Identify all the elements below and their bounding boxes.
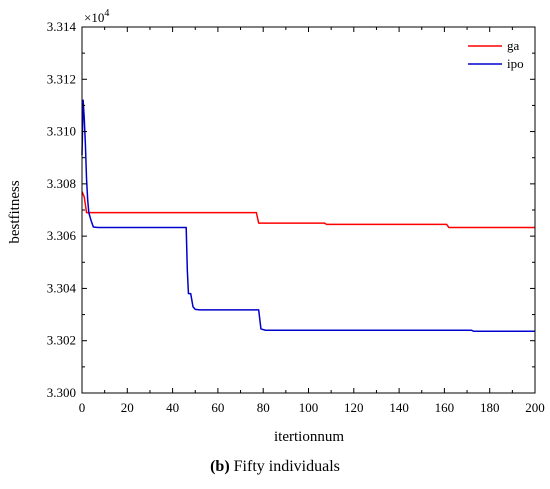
y-tick-label: 3.312: [47, 71, 76, 86]
x-tick-label: 100: [299, 400, 319, 415]
x-tick-label: 80: [257, 400, 270, 415]
series-layer: [81, 99, 535, 333]
legend-label-ipo: ipo: [507, 56, 524, 71]
x-tick-label: 0: [79, 400, 86, 415]
y-tick-label: 3.302: [47, 333, 76, 348]
tick-layer: 0 20 40 60 80 100 120 140 160 180 200 3.300 3.302 3.3…: [47, 19, 545, 415]
figure-caption: (b) Fifty individuals: [210, 458, 340, 475]
x-tick-label: 60: [211, 400, 224, 415]
axes-layer: [81, 26, 536, 394]
x-tick-label: 200: [525, 400, 545, 415]
x-tick-label: 160: [435, 400, 455, 415]
plot-frame: [81, 26, 536, 394]
legend-label-ga: ga: [507, 38, 520, 53]
x-tick-label: 140: [389, 400, 409, 415]
y-tick-label: 3.314: [47, 19, 77, 34]
y-tick-label: 3.304: [47, 280, 77, 295]
x-axis-title: itertionnum: [274, 429, 344, 445]
y-axis-multiplier: ×104: [84, 8, 109, 25]
x-tick-label: 180: [480, 400, 500, 415]
y-axis-title: bestfitness: [7, 180, 23, 243]
series-line-ipo: [81, 99, 535, 333]
y-tick-label: 3.300: [47, 385, 76, 400]
legend: ga ipo: [468, 38, 524, 71]
y-tick-label: 3.310: [47, 124, 76, 139]
series-line-ga: [81, 191, 535, 229]
y-tick-label: 3.306: [47, 228, 77, 243]
x-tick-label: 20: [121, 400, 134, 415]
x-tick-label: 120: [344, 400, 364, 415]
x-tick-label: 40: [166, 400, 179, 415]
y-tick-label: 3.308: [47, 176, 76, 191]
